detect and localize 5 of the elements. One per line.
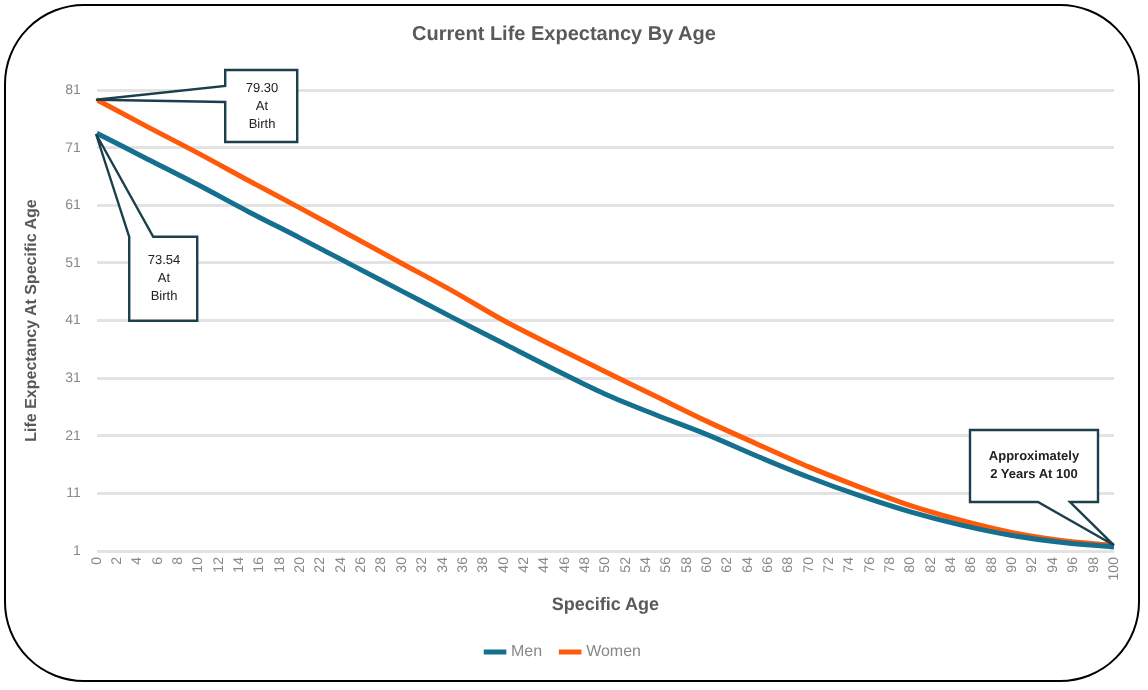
y-axis-title: Life Expectancy At Specific Age <box>22 198 41 442</box>
legend-label: Women <box>586 642 641 661</box>
x-axis-title: Specific Age <box>551 594 660 615</box>
legend-label: Men <box>511 642 543 661</box>
chart-title: Current Life Expectancy By Age <box>412 23 717 46</box>
